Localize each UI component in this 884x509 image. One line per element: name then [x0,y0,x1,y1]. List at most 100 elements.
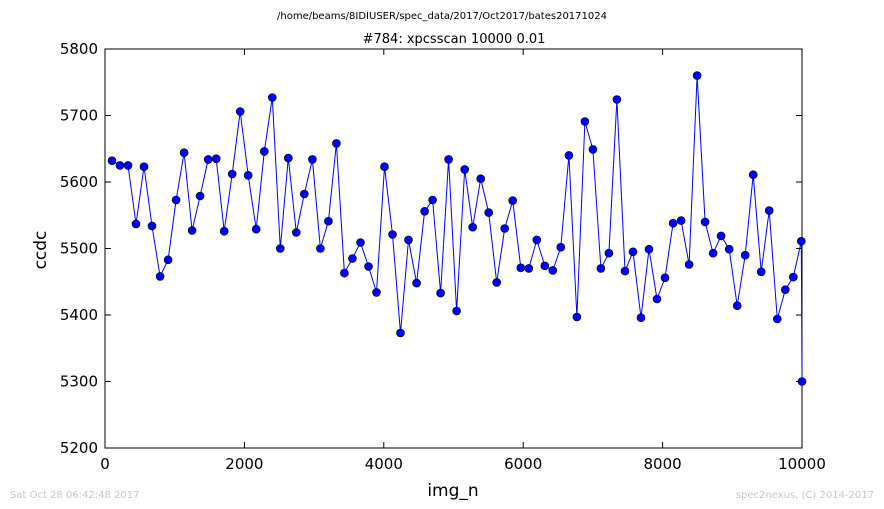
x-tick-label: 10000 [778,455,826,473]
data-point [789,273,797,281]
data-point [637,314,645,322]
data-point [565,151,573,159]
x-tick-label: 2000 [225,455,263,473]
data-point [557,243,565,251]
chart-suptitle: /home/beams/8IDIUSER/spec_data/2017/Oct2… [277,11,607,22]
data-point [629,248,637,256]
data-point [781,286,789,294]
data-point [445,155,453,163]
y-tick-label: 5700 [60,107,98,125]
data-point [661,274,669,282]
data-point [413,279,421,287]
data-point [493,278,501,286]
data-point [621,267,629,275]
data-point [798,378,806,386]
data-point [677,217,685,225]
data-point [757,268,765,276]
data-point [797,237,805,245]
data-point [108,157,116,165]
data-point [701,218,709,226]
data-point [725,245,733,253]
data-point [276,245,284,253]
data-point [316,245,324,253]
data-point [268,94,276,102]
data-series [108,72,806,386]
data-point [453,307,461,315]
data-point [749,171,757,179]
data-point [733,302,741,310]
data-point [204,155,212,163]
data-point [196,192,204,200]
data-point [573,313,581,321]
data-point [373,288,381,296]
data-point [693,72,701,80]
data-point [188,227,196,235]
data-point [132,220,140,228]
data-point [389,231,397,239]
data-point [236,108,244,116]
data-point [509,197,517,205]
footer-timestamp: Sat Oct 28 06:42:48 2017 [10,490,140,501]
data-point [437,289,445,297]
data-point [292,229,300,237]
data-point [477,175,485,183]
data-point [116,161,124,169]
data-point [469,223,477,231]
data-point [164,256,172,264]
chart-title: #784: xpcsscan 10000 0.01 [363,32,546,47]
data-point [597,264,605,272]
data-point [605,249,613,257]
data-point [340,269,348,277]
data-point [533,236,541,244]
data-point [765,207,773,215]
y-tick-label: 5200 [60,439,98,457]
data-point [156,272,164,280]
data-point [581,118,589,126]
y-tick-label: 5500 [60,240,98,258]
data-point [645,245,653,253]
y-tick-label: 5600 [60,173,98,191]
data-point [405,236,413,244]
y-axis-label: ccdc [31,231,51,270]
data-point [140,163,148,171]
data-point [685,261,693,269]
data-point [300,190,308,198]
y-tick-label: 5800 [60,40,98,58]
data-point [260,147,268,155]
data-point [228,170,236,178]
data-point [284,154,292,162]
x-axis-label: img_n [427,481,478,501]
data-point [124,161,132,169]
x-tick-label: 0 [100,455,110,473]
data-point [348,255,356,263]
data-point [589,145,597,153]
data-point [220,227,228,235]
data-point [461,165,469,173]
data-point [485,209,493,217]
data-point [653,295,661,303]
data-point [421,207,429,215]
data-point [517,264,525,272]
data-point [525,264,533,272]
data-point [741,251,749,259]
data-point [308,155,316,163]
data-point [549,266,557,274]
data-point [180,149,188,157]
data-point [357,239,365,247]
data-point [172,196,180,204]
data-point [381,163,389,171]
x-tick-label: 6000 [504,455,542,473]
x-tick-label: 8000 [644,455,682,473]
data-point [669,219,677,227]
data-point [613,96,621,104]
data-point [397,329,405,337]
data-point [773,315,781,323]
data-point [429,196,437,204]
data-point [332,139,340,147]
data-point [244,171,252,179]
data-point [717,232,725,240]
data-point [324,217,332,225]
y-tick-label: 5400 [60,306,98,324]
data-point [148,222,156,230]
data-point [541,262,549,270]
